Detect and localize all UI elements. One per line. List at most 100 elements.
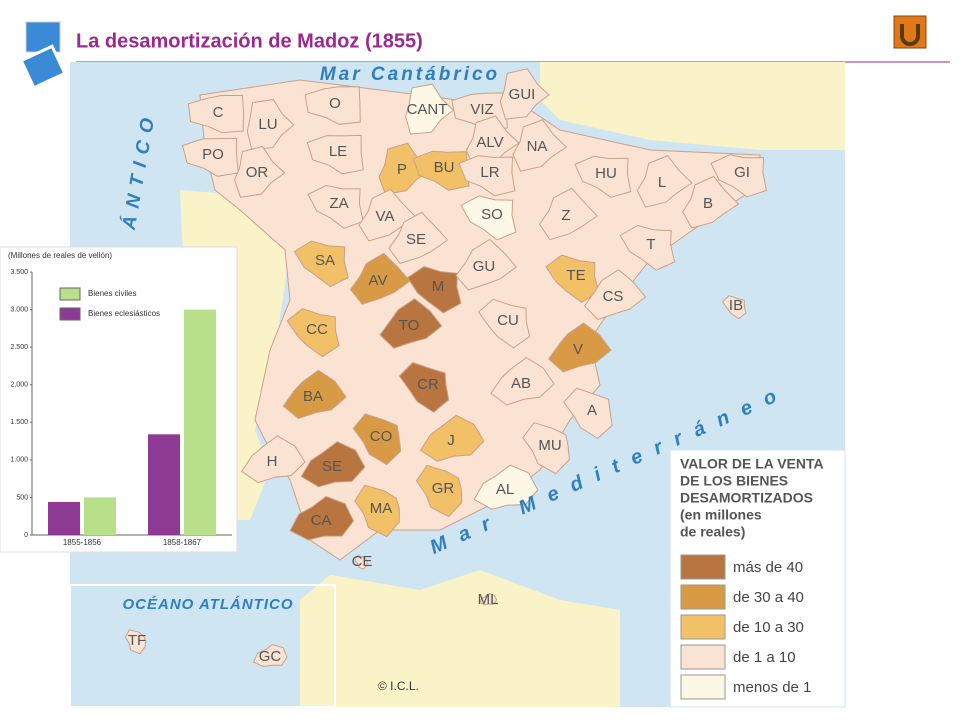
province xyxy=(293,240,349,288)
province xyxy=(458,155,516,197)
y-tick-label: 0 xyxy=(24,532,28,539)
province-label: GC xyxy=(259,648,282,665)
province-label: BU xyxy=(434,159,455,176)
slide-title: La desamortización de Madoz (1855) xyxy=(76,30,423,52)
province xyxy=(289,495,355,541)
province-label: CANT xyxy=(407,101,448,118)
province-label: MU xyxy=(538,437,561,454)
legend-title: de reales) xyxy=(680,524,745,540)
province-label: VIZ xyxy=(470,101,493,118)
province-label: LR xyxy=(480,164,499,181)
legend-title: DESAMORTIZADOS xyxy=(680,490,813,506)
province xyxy=(721,295,747,320)
province xyxy=(307,184,364,229)
province-label: TF xyxy=(128,632,146,649)
province-label: P xyxy=(397,161,407,178)
province xyxy=(286,308,340,358)
province-label: LU xyxy=(258,116,277,133)
sea-label: Mar Cantábrico xyxy=(320,64,500,85)
legend-swatch xyxy=(59,307,81,321)
province-label: CC xyxy=(306,321,328,338)
province xyxy=(349,252,411,305)
province-label: AV xyxy=(369,272,388,289)
return-icon xyxy=(900,24,920,46)
province xyxy=(477,298,531,349)
province xyxy=(405,83,455,135)
province-label: GU xyxy=(473,258,496,275)
province xyxy=(282,369,347,419)
y-tick-label: 1.500 xyxy=(10,419,28,426)
y-tick-label: 3.000 xyxy=(10,306,28,313)
province xyxy=(682,175,740,229)
province-label: MA xyxy=(370,500,393,517)
africa xyxy=(300,570,620,707)
province-label: Z xyxy=(561,207,570,224)
y-tick-label: 2.500 xyxy=(10,344,28,351)
province-label: LE xyxy=(329,143,347,160)
province-label: NA xyxy=(527,138,548,155)
y-tick-label: 2.000 xyxy=(10,382,28,389)
legend-swatch xyxy=(680,554,726,580)
province xyxy=(619,224,676,271)
province xyxy=(124,629,147,655)
province-label: SA xyxy=(315,252,335,269)
province xyxy=(512,119,568,172)
legend-label: de 10 a 30 xyxy=(733,619,804,636)
province xyxy=(412,150,470,191)
province-label: AL xyxy=(496,481,514,498)
legend-label: de 30 a 40 xyxy=(733,589,804,606)
france xyxy=(540,62,845,150)
province-label: TO xyxy=(399,317,420,334)
province-label: SE xyxy=(322,458,342,475)
province xyxy=(352,413,402,466)
province-label: O xyxy=(329,95,341,112)
province-label: CS xyxy=(603,288,624,305)
province-label: GUI xyxy=(509,86,536,103)
province xyxy=(636,154,693,208)
province xyxy=(406,266,462,314)
province xyxy=(187,95,245,134)
y-axis-label: (Millones de reales de vellón) xyxy=(8,251,112,260)
province-label: A xyxy=(587,402,597,419)
province xyxy=(181,137,239,177)
province-label: M xyxy=(432,278,445,295)
province-label: AB xyxy=(511,375,531,392)
province xyxy=(473,464,539,510)
province xyxy=(241,435,306,484)
province xyxy=(304,86,361,125)
legend-swatch xyxy=(680,674,726,700)
province xyxy=(574,155,632,198)
province xyxy=(479,593,498,606)
province-label: PO xyxy=(202,146,224,163)
province xyxy=(548,322,612,373)
province xyxy=(354,555,368,570)
bar xyxy=(84,497,116,535)
province xyxy=(490,356,555,406)
province-label: IB xyxy=(729,297,743,314)
header-icon xyxy=(25,21,61,53)
inset-chart: (Millones de reales de vellón) 0 500 1.000… xyxy=(0,246,238,553)
province xyxy=(300,441,366,488)
province-label: ALV xyxy=(476,134,503,151)
province-label: GR xyxy=(432,480,455,497)
sea-label: OCÉANO ATLÁNTICO xyxy=(123,596,294,613)
province xyxy=(460,195,517,241)
y-tick-label: 500 xyxy=(16,494,28,501)
province-label: ML xyxy=(478,591,499,608)
bar xyxy=(184,309,216,535)
legend-label: Bienes civiles xyxy=(88,289,136,298)
legend-title: VALOR DE LA VENTA xyxy=(680,456,824,472)
province-label: L xyxy=(658,174,666,191)
province xyxy=(354,484,400,538)
province xyxy=(499,68,550,120)
y-tick-label: 1.000 xyxy=(10,457,28,464)
legend-label: menos de 1 xyxy=(733,679,811,696)
province-label: B xyxy=(703,195,713,212)
province xyxy=(398,362,450,413)
legend-label: más de 40 xyxy=(733,559,803,576)
province xyxy=(455,238,518,291)
province xyxy=(378,142,431,195)
province-label: V xyxy=(573,341,583,358)
